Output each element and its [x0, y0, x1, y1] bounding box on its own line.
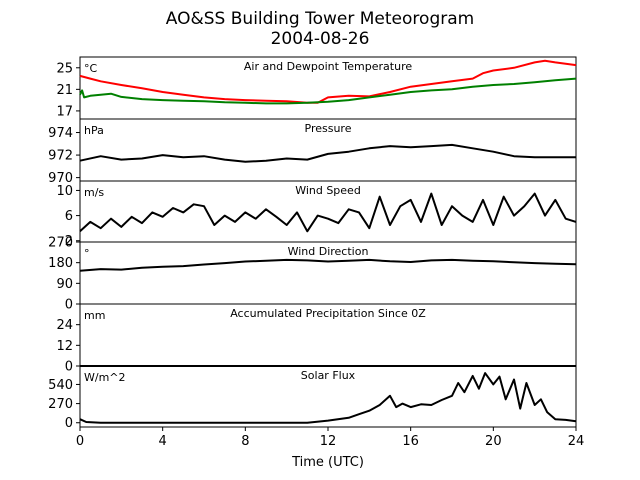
panel-2: 970 972 974 Pressure hPa — [48, 118, 577, 186]
series-line-2 — [79, 77, 577, 105]
series-line-1 — [79, 192, 577, 233]
y-tick-label: 0 — [65, 416, 73, 431]
panel-6: 0 270 540 Solar Flux W/m^2 — [48, 365, 577, 431]
y-tick-label: 0 — [65, 360, 73, 375]
y-tick-label: 6 — [65, 209, 73, 224]
panel-title: Pressure — [305, 122, 352, 135]
y-tick-label: 0 — [65, 298, 73, 313]
y-tick-label: 10 — [56, 184, 73, 199]
series-line-1 — [79, 143, 576, 163]
series-line-1 — [79, 258, 577, 272]
x-axis-label: Time (UTC) — [291, 455, 364, 470]
panel-title: Wind Direction — [288, 245, 369, 258]
x-tick-label: 12 — [320, 434, 337, 449]
panel-title: Accumulated Precipitation Since 0Z — [230, 307, 426, 320]
unit-label: m/s — [84, 186, 104, 199]
figure-title-line2: 2004-08-26 — [271, 29, 370, 49]
panel-title: Solar Flux — [301, 369, 356, 382]
x-axis: 0 4 8 12 16 20 24 — [76, 427, 584, 449]
series-line-1 — [79, 372, 577, 424]
x-tick-label: 8 — [241, 434, 249, 449]
panel-1: 17 21 25 Air and Dewpoint Temperature °C — [56, 56, 577, 120]
panel-title: Air and Dewpoint Temperature — [244, 60, 412, 73]
unit-label: hPa — [84, 124, 104, 137]
y-tick-label: 24 — [56, 318, 73, 333]
unit-label: mm — [84, 309, 105, 322]
y-tick-label: 12 — [56, 339, 73, 354]
panel-title: Wind Speed — [295, 184, 361, 197]
x-tick-label: 4 — [159, 434, 167, 449]
panel-3: 2 6 10 Wind Speed m/s — [56, 180, 577, 249]
unit-label: W/m^2 — [84, 371, 126, 384]
y-tick-label: 270 — [48, 236, 73, 251]
y-tick-label: 25 — [56, 61, 73, 76]
y-tick-label: 90 — [56, 277, 73, 292]
x-tick-label: 20 — [485, 434, 502, 449]
panel-4: 0 90 180 270 Wind Direction ° — [48, 236, 577, 313]
y-tick-label: 2 — [65, 234, 73, 249]
unit-label: ° — [84, 247, 90, 260]
x-tick-label: 16 — [402, 434, 419, 449]
x-tick-label: 0 — [76, 434, 84, 449]
y-tick-label: 21 — [56, 83, 73, 98]
y-tick-label: 972 — [48, 149, 73, 164]
y-tick-label: 270 — [48, 397, 73, 412]
y-tick-label: 970 — [48, 171, 73, 186]
y-tick-label: 540 — [48, 378, 73, 393]
y-tick-label: 180 — [48, 256, 73, 271]
figure-title-line1: AO&SS Building Tower Meteorogram — [166, 9, 474, 29]
unit-label: °C — [84, 62, 98, 75]
y-tick-label: 974 — [48, 126, 73, 141]
x-tick-label: 24 — [568, 434, 585, 449]
y-tick-label: 17 — [56, 104, 73, 119]
panel-5: 0 12 24 Accumulated Precipitation Since 0Z m… — [56, 303, 577, 375]
series-line-1 — [79, 59, 577, 104]
